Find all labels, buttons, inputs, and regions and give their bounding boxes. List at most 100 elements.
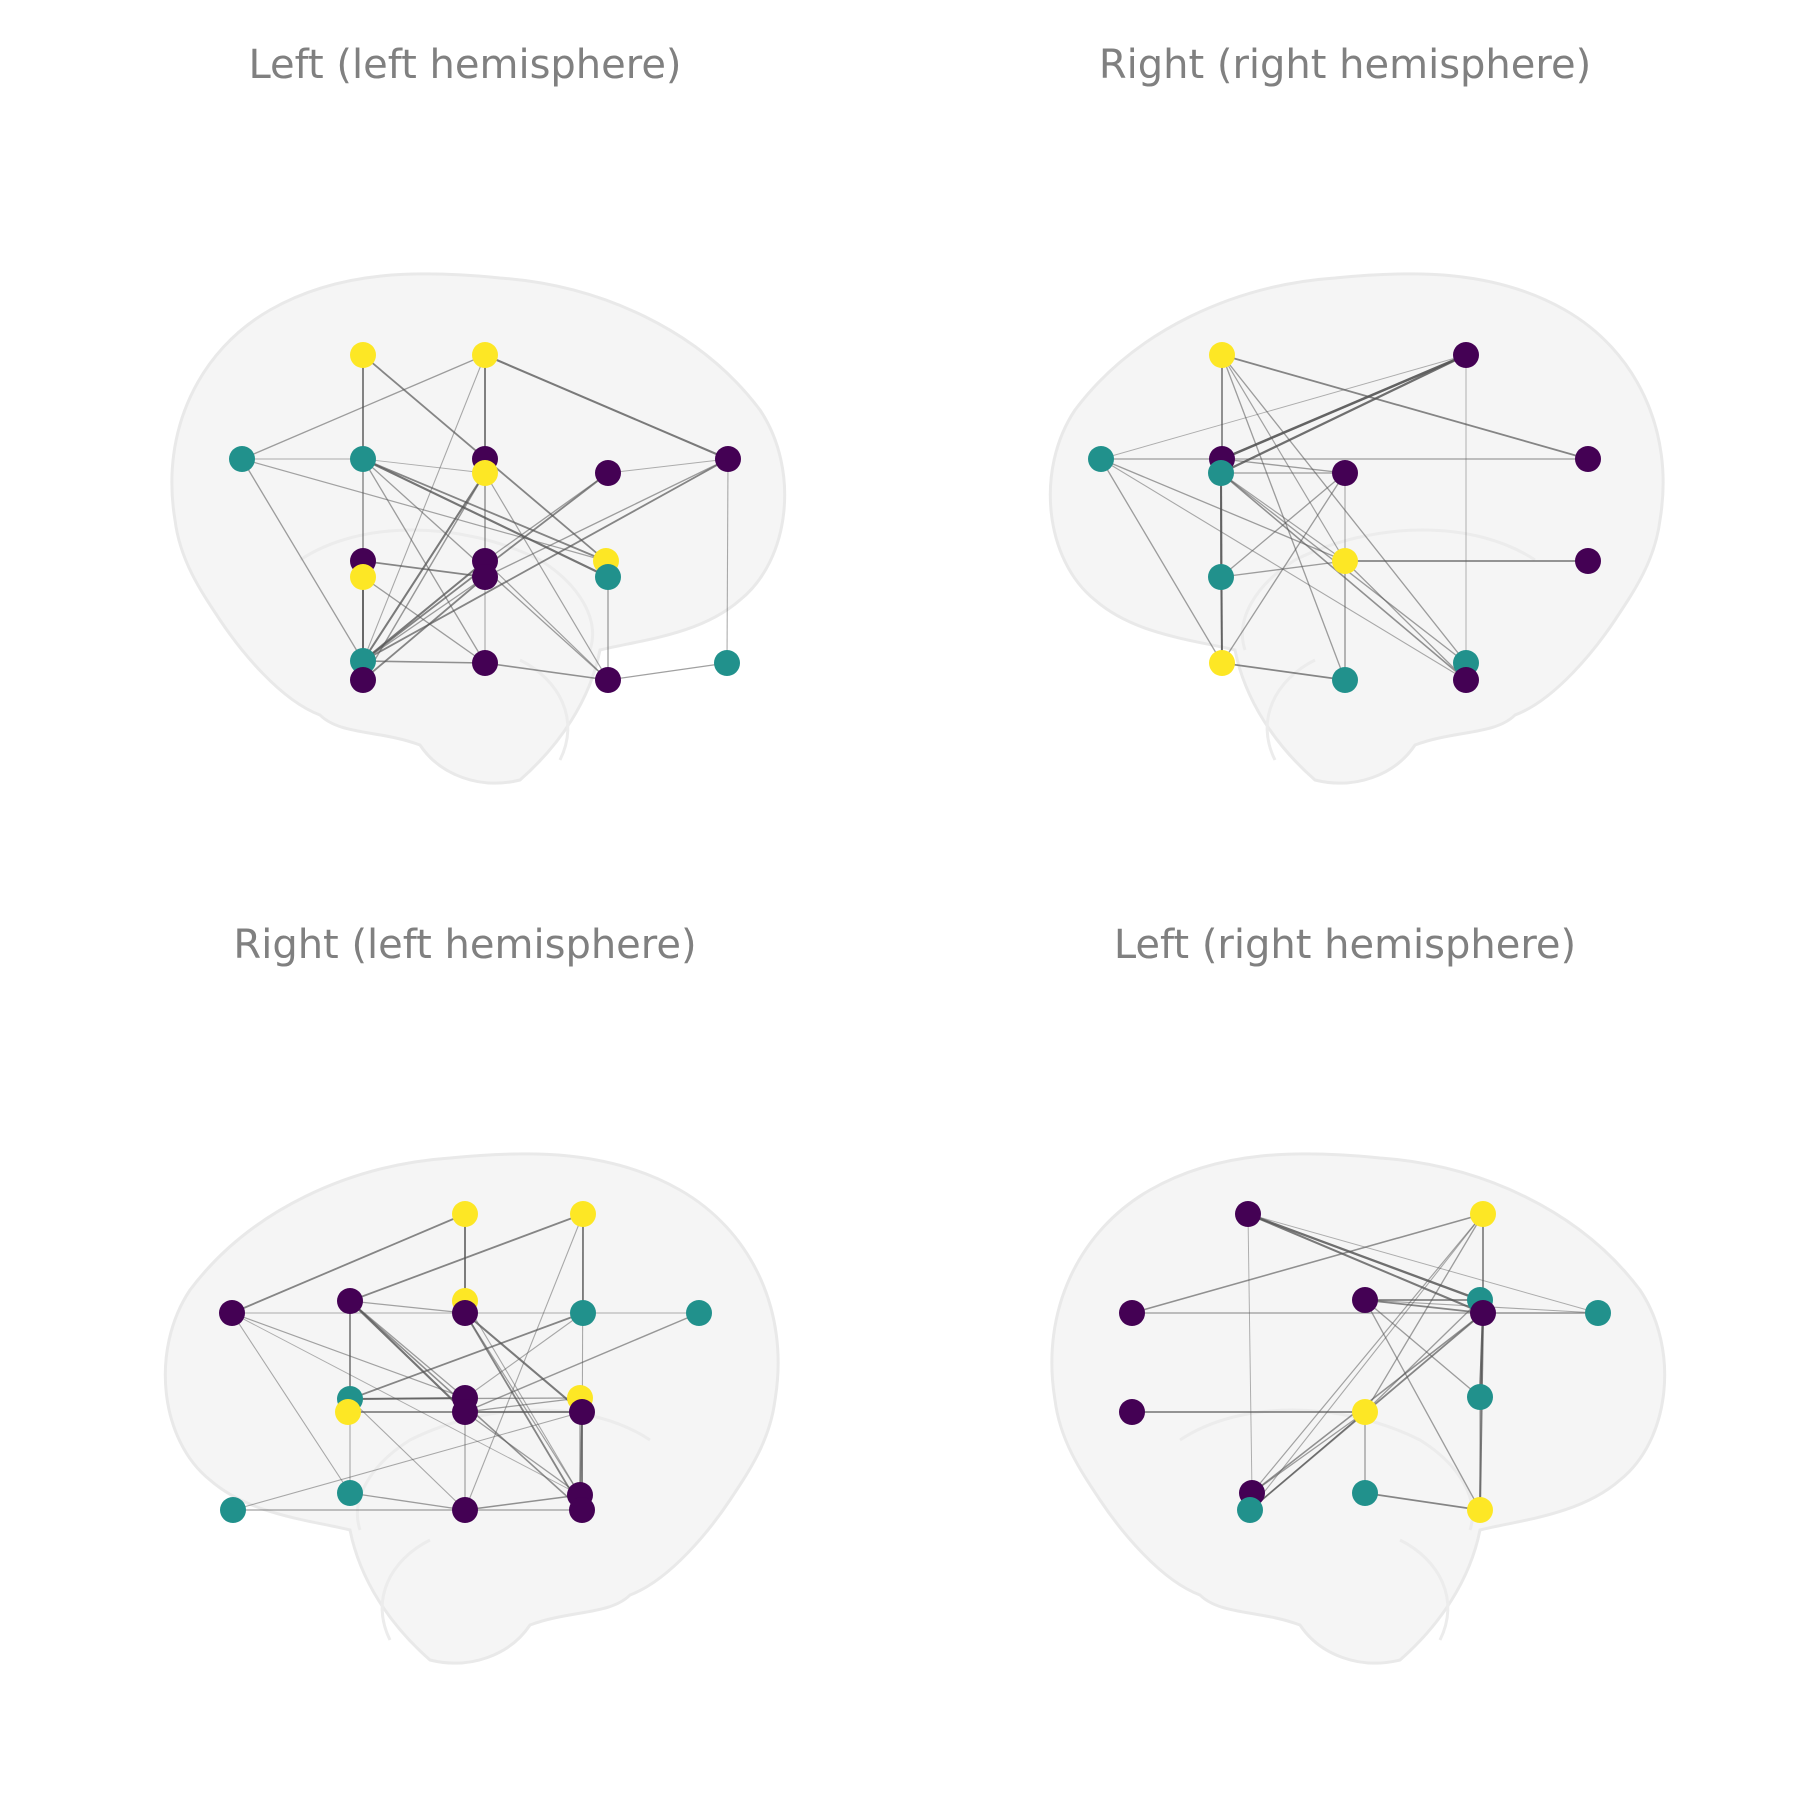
connection-edge — [484, 472, 609, 681]
connection-edge — [1247, 1213, 1253, 1494]
connection-edge — [1221, 472, 1346, 664]
connection-edge — [362, 458, 607, 562]
connection-edge — [1220, 576, 1223, 664]
connection-edge — [464, 1312, 583, 1413]
brain-node-purple — [1332, 460, 1358, 486]
panel-title: Left (left hemisphere) — [248, 42, 681, 88]
brain-node-purple — [595, 460, 621, 486]
brain-node-purple — [1453, 667, 1479, 693]
connection-edge — [1220, 560, 1346, 578]
brain-node-purple — [1119, 1300, 1145, 1326]
node-layer — [219, 1201, 712, 1523]
connection-edge — [349, 1300, 466, 1399]
connection-edge — [241, 458, 364, 662]
brain-silhouette — [1048, 272, 1665, 785]
connection-edge — [231, 1213, 466, 1314]
connection-edge — [464, 1494, 581, 1511]
connection-edge — [349, 1398, 466, 1511]
connection-edge — [484, 458, 729, 578]
connection-edge — [1220, 353, 1467, 475]
brain-node-teal — [570, 1300, 596, 1326]
connection-edge — [1364, 1492, 1481, 1511]
connection-edge — [1221, 354, 1346, 562]
connection-edge — [464, 1300, 581, 1496]
brain-node-teal — [1332, 667, 1358, 693]
connection-edge — [362, 576, 486, 664]
connection-edge — [349, 1300, 466, 1314]
connection-edge — [484, 662, 609, 681]
connection-edge — [1221, 458, 1346, 474]
brain-node-purple — [1575, 446, 1601, 472]
connection-edge — [464, 1397, 581, 1413]
brain-node-teal — [1352, 1480, 1378, 1506]
brain-node-teal — [229, 446, 255, 472]
connection-edge — [1364, 1299, 1484, 1314]
connection-edge — [1247, 1213, 1599, 1314]
brain-node-yellow — [350, 342, 376, 368]
panel-title: Left (right hemisphere) — [1114, 922, 1576, 968]
connection-edge — [349, 1312, 584, 1400]
connection-edge — [1221, 354, 1589, 460]
node-layer — [229, 342, 741, 693]
panel-right-left-hemisphere: Right (left hemisphere) — [163, 922, 780, 1665]
connection-edge — [464, 1312, 700, 1413]
edge-layer — [231, 1213, 700, 1511]
connection-edge — [241, 354, 486, 460]
panel-title: Right (right hemisphere) — [1099, 42, 1591, 88]
connection-edge — [1221, 354, 1467, 664]
connection-edge — [1249, 1411, 1366, 1511]
brain-node-purple — [569, 1497, 595, 1523]
brain-silhouette — [170, 272, 787, 785]
brain-node-teal — [1237, 1497, 1263, 1523]
brain-node-teal — [1088, 446, 1114, 472]
brain-node-yellow — [472, 460, 498, 486]
connection-edge — [1364, 1299, 1481, 1398]
connection-edge — [362, 458, 609, 578]
node-layer — [1119, 1201, 1611, 1523]
connection-edge — [464, 1312, 584, 1399]
edge-layer — [1100, 353, 1589, 681]
brain-node-purple — [595, 667, 621, 693]
connection-edge — [726, 458, 729, 664]
brain-node-purple — [1352, 1287, 1378, 1313]
brain-node-teal — [1208, 564, 1234, 590]
brain-node-purple — [452, 1300, 478, 1326]
connection-edge — [349, 1492, 466, 1511]
brain-node-purple — [1235, 1201, 1261, 1227]
brain-node-purple — [715, 446, 741, 472]
connection-edge — [1364, 1299, 1481, 1511]
connection-edge — [484, 354, 729, 460]
connection-edge — [1221, 353, 1467, 461]
connection-edge — [362, 560, 486, 578]
connection-edge — [1251, 1411, 1366, 1494]
connection-edge — [231, 1312, 466, 1399]
brain-node-purple — [1470, 1300, 1496, 1326]
connection-edge — [241, 458, 607, 562]
brain-node-yellow — [1470, 1201, 1496, 1227]
brain-node-yellow — [1467, 1497, 1493, 1523]
connection-edge — [362, 576, 486, 662]
connection-edge — [1220, 472, 1467, 681]
brain-node-teal — [1467, 1384, 1493, 1410]
edge-layer — [1131, 1212, 1599, 1511]
brain-node-yellow — [335, 1399, 361, 1425]
brain-node-yellow — [1209, 342, 1235, 368]
connection-edge — [232, 1411, 583, 1511]
connection-edge — [349, 1213, 584, 1302]
connection-edge — [579, 1411, 583, 1496]
connection-edge — [362, 354, 486, 662]
connection-edge — [1247, 1213, 1484, 1314]
connection-edge — [484, 472, 609, 562]
connection-edge — [231, 1312, 581, 1496]
connection-edge — [1221, 662, 1346, 681]
brain-node-yellow — [1352, 1399, 1378, 1425]
connection-edge — [464, 1312, 581, 1496]
connection-edge — [464, 1411, 581, 1496]
connection-edge — [1131, 1213, 1484, 1314]
brain-node-teal — [1208, 460, 1234, 486]
connection-edge — [1364, 1213, 1484, 1413]
brain-node-yellow — [1332, 548, 1358, 574]
edge-layer — [241, 354, 729, 681]
brain-node-teal — [350, 648, 376, 674]
